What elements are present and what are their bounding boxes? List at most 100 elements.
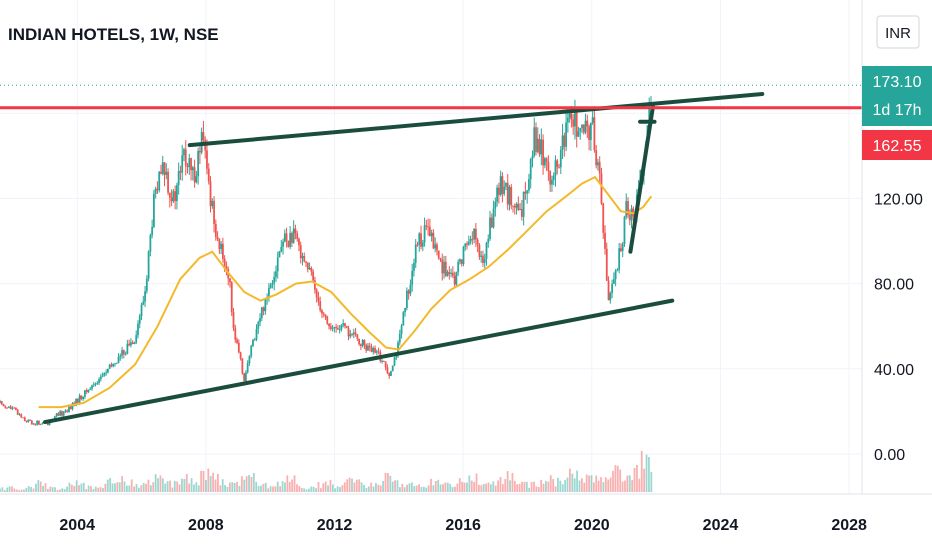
- level-price-label: 162.55: [873, 138, 922, 155]
- bar-countdown: 1d 17h: [873, 102, 922, 119]
- trendlines[interactable]: [43, 92, 765, 425]
- candle-body: [160, 171, 162, 174]
- volume-bar: [466, 482, 468, 492]
- volume-bar: [308, 488, 310, 492]
- volume-bar: [214, 479, 217, 492]
- candle-body: [485, 242, 488, 259]
- candle-body: [181, 155, 184, 173]
- volume-bar: [576, 470, 578, 492]
- candle-body: [460, 259, 463, 264]
- volume-bar: [602, 482, 605, 492]
- candle-body: [455, 272, 458, 285]
- volume-bar: [166, 481, 169, 492]
- volume-bar: [32, 488, 35, 492]
- volume-bar: [375, 483, 377, 492]
- candle-body: [218, 238, 221, 249]
- candle-body: [131, 342, 134, 345]
- volume-bar: [410, 482, 413, 492]
- volume-bar: [207, 468, 210, 492]
- candle-body: [568, 113, 571, 118]
- candle-body: [179, 171, 182, 173]
- candle-body: [563, 135, 566, 147]
- volume-bar: [82, 482, 85, 492]
- candle-body: [535, 127, 537, 152]
- candle-body: [15, 408, 17, 410]
- candle-body: [232, 312, 235, 329]
- candle-body: [130, 342, 132, 346]
- volume-bar: [446, 482, 449, 492]
- x-tick-label: 2020: [574, 517, 610, 534]
- candle-body: [206, 150, 208, 169]
- candle-body: [602, 203, 605, 233]
- candle-body: [625, 201, 628, 217]
- candle-body: [273, 276, 276, 283]
- volume-bar: [181, 478, 183, 492]
- volume-bar: [499, 476, 502, 492]
- candle-body: [450, 272, 453, 274]
- candle-body: [308, 267, 311, 270]
- candle-body: [324, 314, 327, 317]
- candle-body: [427, 226, 430, 228]
- volume-bar: [68, 482, 71, 492]
- volume-bar: [561, 484, 564, 492]
- volume-bar: [281, 481, 284, 492]
- volume-bar: [358, 479, 361, 492]
- candle-body: [267, 288, 270, 298]
- candle-body: [315, 289, 318, 298]
- volume-bar: [279, 486, 282, 492]
- candle-body: [38, 420, 40, 425]
- volume-bar: [135, 484, 138, 492]
- volume-bar: [324, 481, 327, 492]
- volume-bar: [624, 480, 626, 492]
- volume-bar: [626, 475, 629, 492]
- volume-bar: [171, 487, 174, 492]
- candle-body: [167, 171, 169, 193]
- volume-bar: [13, 488, 16, 492]
- candle-body: [582, 124, 585, 133]
- candle-body: [176, 185, 178, 202]
- volume-bar: [92, 489, 95, 492]
- candle-body: [457, 261, 460, 273]
- volume-bar: [437, 479, 440, 492]
- volume-bar: [384, 472, 387, 492]
- candle-body: [66, 410, 69, 413]
- candle-body: [170, 197, 173, 202]
- volume-bar: [154, 474, 157, 492]
- volume-bar: [142, 483, 145, 492]
- volume-bar: [552, 479, 555, 492]
- volume-bar: [286, 475, 289, 492]
- volume-bar: [51, 487, 54, 492]
- volume-bar: [188, 483, 191, 492]
- volume-bar: [85, 489, 88, 492]
- volume-bar: [195, 482, 198, 492]
- candle-body: [158, 171, 161, 191]
- volume-bar: [276, 481, 279, 492]
- candle-body: [283, 233, 286, 242]
- horizontal-levels[interactable]: [0, 84, 862, 110]
- candle-body: [329, 326, 332, 329]
- candle-body: [282, 241, 284, 247]
- volume-bar: [145, 483, 147, 492]
- candle-body: [6, 407, 8, 409]
- candle-body: [9, 406, 12, 409]
- candle-body: [22, 417, 24, 419]
- candle-body: [197, 150, 200, 177]
- volume-bar: [255, 481, 258, 492]
- currency-button[interactable]: [876, 15, 920, 49]
- volume-bar: [533, 481, 535, 492]
- candle-body: [432, 232, 435, 249]
- candle-body: [356, 334, 359, 339]
- candle-body: [221, 243, 224, 259]
- volume-bar: [128, 485, 131, 492]
- volume-bar: [298, 486, 301, 492]
- volume-bar: [197, 485, 200, 492]
- candle-body: [597, 162, 599, 166]
- candle-body: [128, 343, 131, 346]
- volume-bar: [516, 484, 519, 492]
- candle-body: [207, 168, 210, 182]
- volume-bar: [312, 486, 315, 492]
- trendline: [187, 92, 765, 148]
- volume-bar: [114, 483, 116, 492]
- candle-body: [68, 405, 70, 413]
